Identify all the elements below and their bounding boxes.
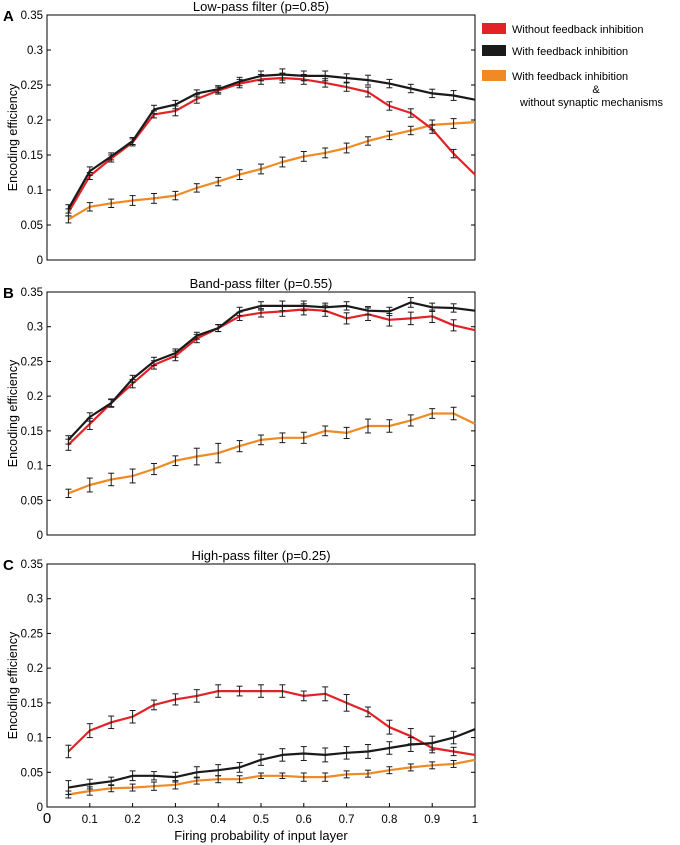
x-tick-label: 0.1 — [82, 814, 98, 826]
panel-a: Low-pass filter (p=0.85) A Encoding effici… — [3, 0, 476, 267]
panel-letter: C — [3, 557, 14, 574]
series-line-2 — [68, 758, 476, 796]
plot-frame — [46, 14, 476, 261]
y-tick-label: 0 — [37, 530, 43, 542]
legend-swatch-1 — [482, 45, 506, 56]
y-tick-label: 0.3 — [27, 45, 43, 57]
x-tick-label: 0.8 — [381, 814, 397, 826]
y-tick-label: 0.35 — [21, 559, 43, 571]
legend-label-2-line2: & — [592, 84, 600, 96]
legend-label-2: With feedback inhibition — [512, 71, 628, 83]
series-line-2 — [67, 121, 476, 221]
legend-swatch-2 — [482, 70, 506, 81]
y-tick-label: 0.3 — [27, 594, 43, 606]
series-line-1 — [68, 728, 476, 789]
x-tick-label: 0.9 — [424, 814, 440, 826]
panel-b: Band-pass filter (p=0.55) B Encoding effic… — [3, 276, 476, 542]
x-tick-label: 0 — [43, 810, 51, 827]
y-tick-label: 0.15 — [21, 698, 43, 710]
panel-title: High-pass filter (p=0.25) — [191, 548, 330, 563]
x-tick-label: 0.3 — [167, 814, 183, 826]
y-tick-label: 0.15 — [21, 150, 43, 162]
panel-c: High-pass filter (p=0.25) C Encoding effic… — [3, 548, 478, 843]
legend-swatch-0 — [482, 23, 506, 34]
plot-frame — [46, 291, 476, 536]
y-tick-label: 0.3 — [27, 322, 43, 334]
y-axis-label: Encoding efficiency — [6, 359, 20, 467]
y-tick-label: 0.1 — [27, 733, 43, 745]
panel-title: Band-pass filter (p=0.55) — [190, 276, 333, 291]
y-tick-label: 0.25 — [21, 628, 43, 640]
y-tick-label: 0.2 — [27, 391, 43, 403]
legend-label-1: With feedback inhibition — [512, 46, 628, 58]
y-tick-label: 0.35 — [21, 287, 43, 299]
x-tick-label: 0.7 — [339, 814, 355, 826]
y-axis-label: Encoding efficiency — [6, 83, 20, 191]
y-tick-label: 0.1 — [27, 461, 43, 473]
x-tick-label: 0.6 — [296, 814, 312, 826]
y-tick-label: 0.1 — [27, 185, 43, 197]
legend-label-2-line3: without synaptic mechanisms — [519, 97, 664, 109]
y-tick-label: 0 — [37, 802, 43, 814]
y-tick-label: 0.25 — [21, 356, 43, 368]
legend: Without feedback inhibition With feedback… — [482, 23, 664, 109]
y-tick-label: 0 — [37, 255, 43, 267]
x-tick-label: 0.2 — [125, 814, 141, 826]
x-tick-label: 1 — [472, 814, 478, 826]
x-axis-label: Firing probability of input layer — [174, 828, 348, 843]
series-line-2 — [68, 412, 476, 495]
series-line-0 — [67, 308, 476, 446]
panel-title: Low-pass filter (p=0.85) — [193, 0, 329, 14]
series-line-0 — [67, 76, 476, 213]
x-tick-label: 0.5 — [253, 814, 269, 826]
series-line-1 — [67, 73, 476, 210]
y-tick-label: 0.25 — [21, 80, 43, 92]
y-tick-label: 0.05 — [21, 220, 43, 232]
x-tick-label: 0.4 — [210, 814, 227, 826]
y-tick-label: 0.2 — [27, 115, 43, 127]
panel-letter: B — [3, 285, 14, 302]
y-tick-label: 0.35 — [21, 10, 43, 22]
panel-letter: A — [3, 8, 14, 25]
y-tick-label: 0.15 — [21, 426, 43, 438]
series-line-1 — [67, 301, 476, 441]
series-line-0 — [67, 689, 476, 756]
y-tick-label: 0.2 — [27, 663, 43, 675]
y-tick-label: 0.05 — [21, 495, 43, 507]
y-tick-label: 0.05 — [21, 767, 43, 779]
y-axis-label: Encoding efficiency — [6, 631, 20, 739]
legend-label-0: Without feedback inhibition — [512, 24, 643, 36]
